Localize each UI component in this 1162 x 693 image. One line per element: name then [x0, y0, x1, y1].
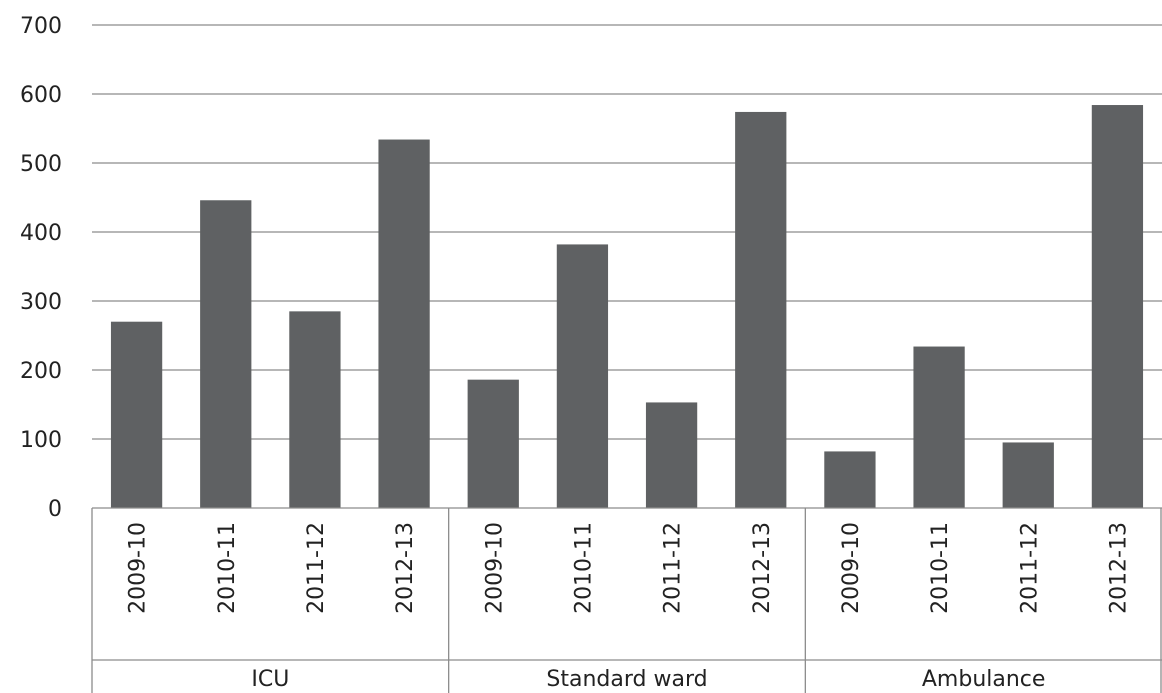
category-label: 2009-10 [482, 522, 507, 614]
bar [1091, 105, 1144, 508]
bar [200, 200, 252, 508]
category-label: 2010-11 [928, 522, 953, 614]
bar [289, 311, 341, 508]
category-label: 2012-13 [750, 522, 775, 614]
group-label: ICU [251, 667, 289, 692]
category-label: 2011-12 [661, 522, 686, 614]
bar [110, 321, 163, 508]
group-labels: ICU Standard ward Ambulance [251, 667, 1045, 692]
bar [735, 111, 787, 508]
bar [556, 244, 609, 509]
y-tick-label: 300 [20, 290, 62, 315]
category-label: 2010-11 [215, 522, 240, 614]
category-label: 2012-13 [393, 522, 418, 614]
bar [913, 346, 965, 508]
category-label: 2012-13 [1106, 522, 1131, 614]
group-label: Ambulance [922, 667, 1046, 692]
bar [824, 451, 876, 508]
category-label: 2011-12 [1017, 522, 1042, 614]
category-label: 2011-12 [304, 522, 329, 614]
y-tick-label: 500 [20, 152, 62, 177]
y-axis-ticks: 0 100 200 300 400 500 600 700 [20, 14, 62, 522]
bar [645, 402, 698, 508]
bar [378, 139, 430, 509]
bars [110, 105, 1144, 509]
category-labels: 2009-10 2010-11 2011-12 2012-13 2009-10 2010-… [126, 522, 1132, 614]
gridlines [92, 24, 1162, 440]
y-tick-label: 600 [20, 83, 62, 108]
bar [467, 379, 519, 508]
category-label: 2009-10 [126, 522, 151, 614]
group-label: Standard ward [546, 667, 707, 692]
y-tick-label: 700 [20, 14, 62, 39]
y-tick-label: 200 [20, 359, 62, 384]
category-label: 2009-10 [839, 522, 864, 614]
y-tick-label: 100 [20, 428, 62, 453]
y-tick-label: 400 [20, 221, 62, 246]
y-tick-label: 0 [48, 497, 62, 522]
bar [1002, 442, 1054, 508]
category-label: 2010-11 [571, 522, 596, 614]
x-axis [91, 507, 1162, 693]
